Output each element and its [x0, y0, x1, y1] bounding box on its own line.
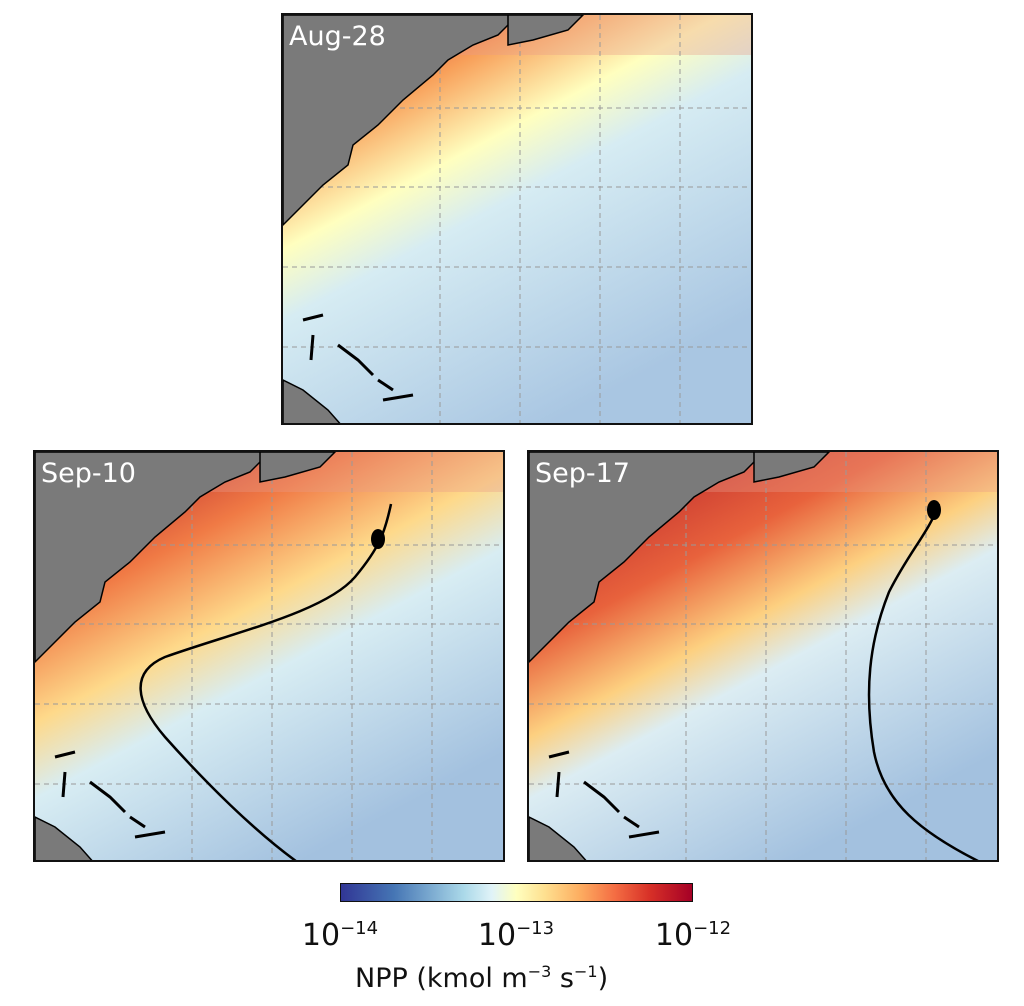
nova-scotia-land	[259, 452, 337, 483]
colorbar-label: NPP (kmol m−3 s−1)	[355, 962, 609, 994]
hurricane-track	[139, 503, 393, 860]
hurricane-track	[867, 503, 979, 860]
bahamas-islands	[302, 313, 414, 402]
north-america-land	[529, 452, 766, 664]
colorbar	[340, 883, 693, 902]
bahamas-islands	[548, 750, 660, 839]
hurricane-icon	[371, 529, 385, 549]
north-america-land	[35, 452, 272, 664]
florida-land	[283, 379, 341, 423]
colorbar-tick: 10−13	[477, 918, 555, 953]
panel-date-label: Sep-17	[535, 458, 630, 489]
nova-scotia-land	[507, 15, 585, 46]
florida-land	[529, 816, 587, 860]
map-panel-aug-28: Aug-28	[281, 13, 753, 425]
north-america-land	[283, 15, 520, 227]
npp-map	[283, 15, 751, 423]
panel-date-label: Sep-10	[41, 458, 136, 489]
npp-map	[529, 452, 997, 860]
nova-scotia-land	[753, 452, 831, 483]
florida-land	[35, 816, 93, 860]
colorbar-tick: 10−14	[301, 918, 379, 953]
colorbar-tick: 10−12	[654, 918, 732, 953]
map-panel-sep-17: Sep-17	[527, 450, 999, 862]
npp-map	[35, 452, 503, 860]
hurricane-icon	[927, 500, 941, 520]
map-panel-sep-10: Sep-10	[33, 450, 505, 862]
bahamas-islands	[54, 750, 166, 839]
panel-date-label: Aug-28	[289, 21, 386, 52]
